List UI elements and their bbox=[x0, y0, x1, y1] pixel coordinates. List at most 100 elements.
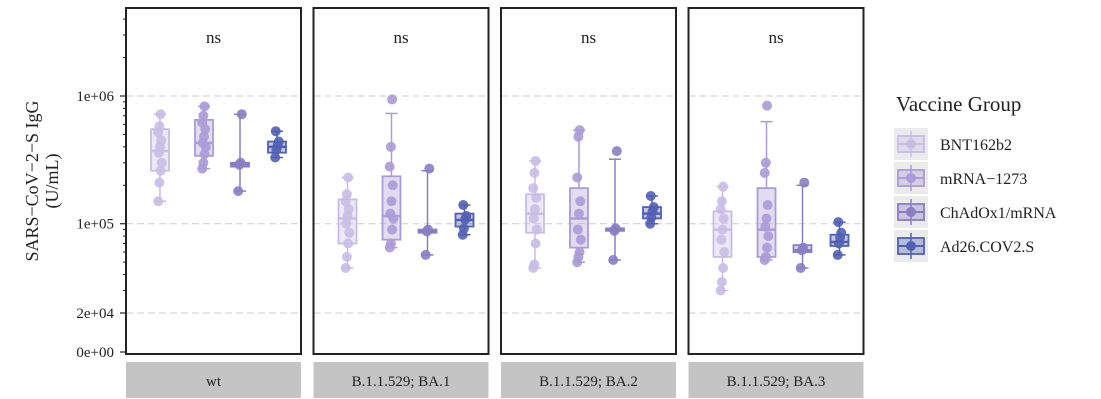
data-point bbox=[762, 242, 773, 253]
data-point bbox=[718, 181, 729, 192]
data-point bbox=[530, 155, 541, 166]
data-point bbox=[156, 157, 167, 168]
y-axis-title-line1: SARS−CoV−2−S IgG bbox=[22, 101, 42, 262]
data-point bbox=[648, 202, 659, 213]
data-point bbox=[341, 218, 352, 229]
data-point bbox=[385, 238, 396, 249]
data-point bbox=[530, 204, 540, 215]
data-point bbox=[798, 242, 809, 253]
data-point bbox=[343, 238, 354, 249]
facet-strip-label: B.1.1.529; BA.2 bbox=[539, 374, 638, 390]
data-point bbox=[420, 249, 431, 260]
data-point bbox=[236, 109, 247, 120]
data-point bbox=[572, 172, 583, 183]
data-point bbox=[155, 109, 166, 120]
data-point bbox=[574, 208, 584, 219]
facet-strip bbox=[126, 362, 301, 398]
facet-panel: ns wt bbox=[125, 7, 302, 398]
data-point bbox=[715, 204, 726, 215]
y-tick-label: 1e+06 bbox=[76, 89, 114, 105]
legend-title: Vaccine Group bbox=[896, 92, 1021, 116]
data-point bbox=[270, 152, 281, 163]
y-axis-title-line2: (U/mL) bbox=[42, 154, 63, 209]
data-point bbox=[610, 223, 621, 234]
data-point bbox=[199, 101, 210, 112]
data-point bbox=[270, 126, 281, 137]
legend-key-point bbox=[906, 139, 916, 149]
y-tick-label: 0e+00 bbox=[76, 345, 114, 361]
facet-strip-label: B.1.1.529; BA.1 bbox=[352, 374, 451, 390]
y-axis-title: SARS−CoV−2−S IgG(U/mL) bbox=[22, 101, 63, 262]
data-point bbox=[385, 141, 396, 152]
data-point bbox=[199, 131, 209, 142]
y-tick-label: 2e+04 bbox=[76, 306, 114, 322]
data-point bbox=[531, 224, 542, 235]
data-point bbox=[461, 210, 472, 221]
panel-border bbox=[687, 7, 865, 355]
legend-item: mRNA−1273 bbox=[894, 162, 1027, 194]
significance-label: ns bbox=[393, 28, 408, 47]
data-point bbox=[645, 190, 656, 201]
data-point bbox=[154, 121, 165, 132]
data-point bbox=[762, 100, 773, 111]
data-point bbox=[717, 224, 728, 235]
data-point bbox=[153, 196, 164, 207]
data-point bbox=[716, 276, 727, 287]
panel-border bbox=[125, 7, 302, 355]
data-point bbox=[799, 177, 810, 188]
data-point bbox=[341, 189, 352, 200]
data-point bbox=[528, 213, 539, 224]
panel-border bbox=[500, 7, 677, 355]
data-point bbox=[530, 238, 541, 249]
data-point bbox=[528, 183, 539, 194]
facet-panel: ns B.1.1.529; BA.3 bbox=[687, 7, 865, 398]
facet-strip bbox=[313, 362, 489, 398]
legend-item: BNT162b2 bbox=[894, 128, 1012, 160]
facet-panel: ns B.1.1.529; BA.2 bbox=[500, 7, 677, 398]
data-point bbox=[156, 135, 167, 146]
facet-panel: ns B.1.1.529; BA.1 bbox=[312, 7, 490, 398]
data-point bbox=[716, 234, 727, 245]
legend-key-point bbox=[906, 241, 916, 251]
significance-label: ns bbox=[581, 28, 596, 47]
data-point bbox=[387, 180, 398, 191]
data-point bbox=[458, 223, 469, 234]
data-point bbox=[340, 263, 351, 274]
data-point bbox=[761, 213, 772, 224]
data-point bbox=[715, 285, 726, 296]
data-point bbox=[233, 186, 244, 197]
data-point bbox=[341, 251, 352, 262]
legend-item: Ad26.COV2.S bbox=[894, 230, 1034, 262]
panel-border bbox=[312, 7, 490, 355]
data-point bbox=[423, 224, 434, 235]
data-point bbox=[529, 167, 540, 178]
data-point bbox=[760, 251, 771, 262]
legend-item: ChAdOx1/mRNA bbox=[894, 196, 1057, 228]
data-point bbox=[762, 200, 773, 211]
data-point bbox=[760, 157, 771, 168]
data-point bbox=[273, 136, 284, 147]
data-point bbox=[424, 163, 435, 174]
data-point bbox=[387, 94, 398, 105]
y-tick-label: 1e+05 bbox=[76, 217, 114, 233]
facet-strip bbox=[501, 362, 676, 398]
legend-label: mRNA−1273 bbox=[940, 171, 1027, 188]
data-point bbox=[763, 231, 774, 242]
data-point bbox=[387, 224, 398, 235]
data-point bbox=[574, 247, 585, 258]
data-point bbox=[572, 224, 583, 235]
data-point bbox=[795, 263, 806, 274]
facet-strip-label: B.1.1.529; BA.3 bbox=[727, 374, 826, 390]
data-point bbox=[198, 157, 209, 168]
data-point bbox=[575, 234, 586, 245]
data-point bbox=[344, 227, 355, 238]
data-point bbox=[716, 196, 727, 207]
data-point bbox=[531, 192, 542, 203]
data-point bbox=[386, 196, 397, 207]
data-point bbox=[235, 157, 246, 168]
legend-key-point bbox=[906, 207, 916, 217]
data-point bbox=[199, 149, 210, 160]
data-point bbox=[154, 177, 165, 188]
